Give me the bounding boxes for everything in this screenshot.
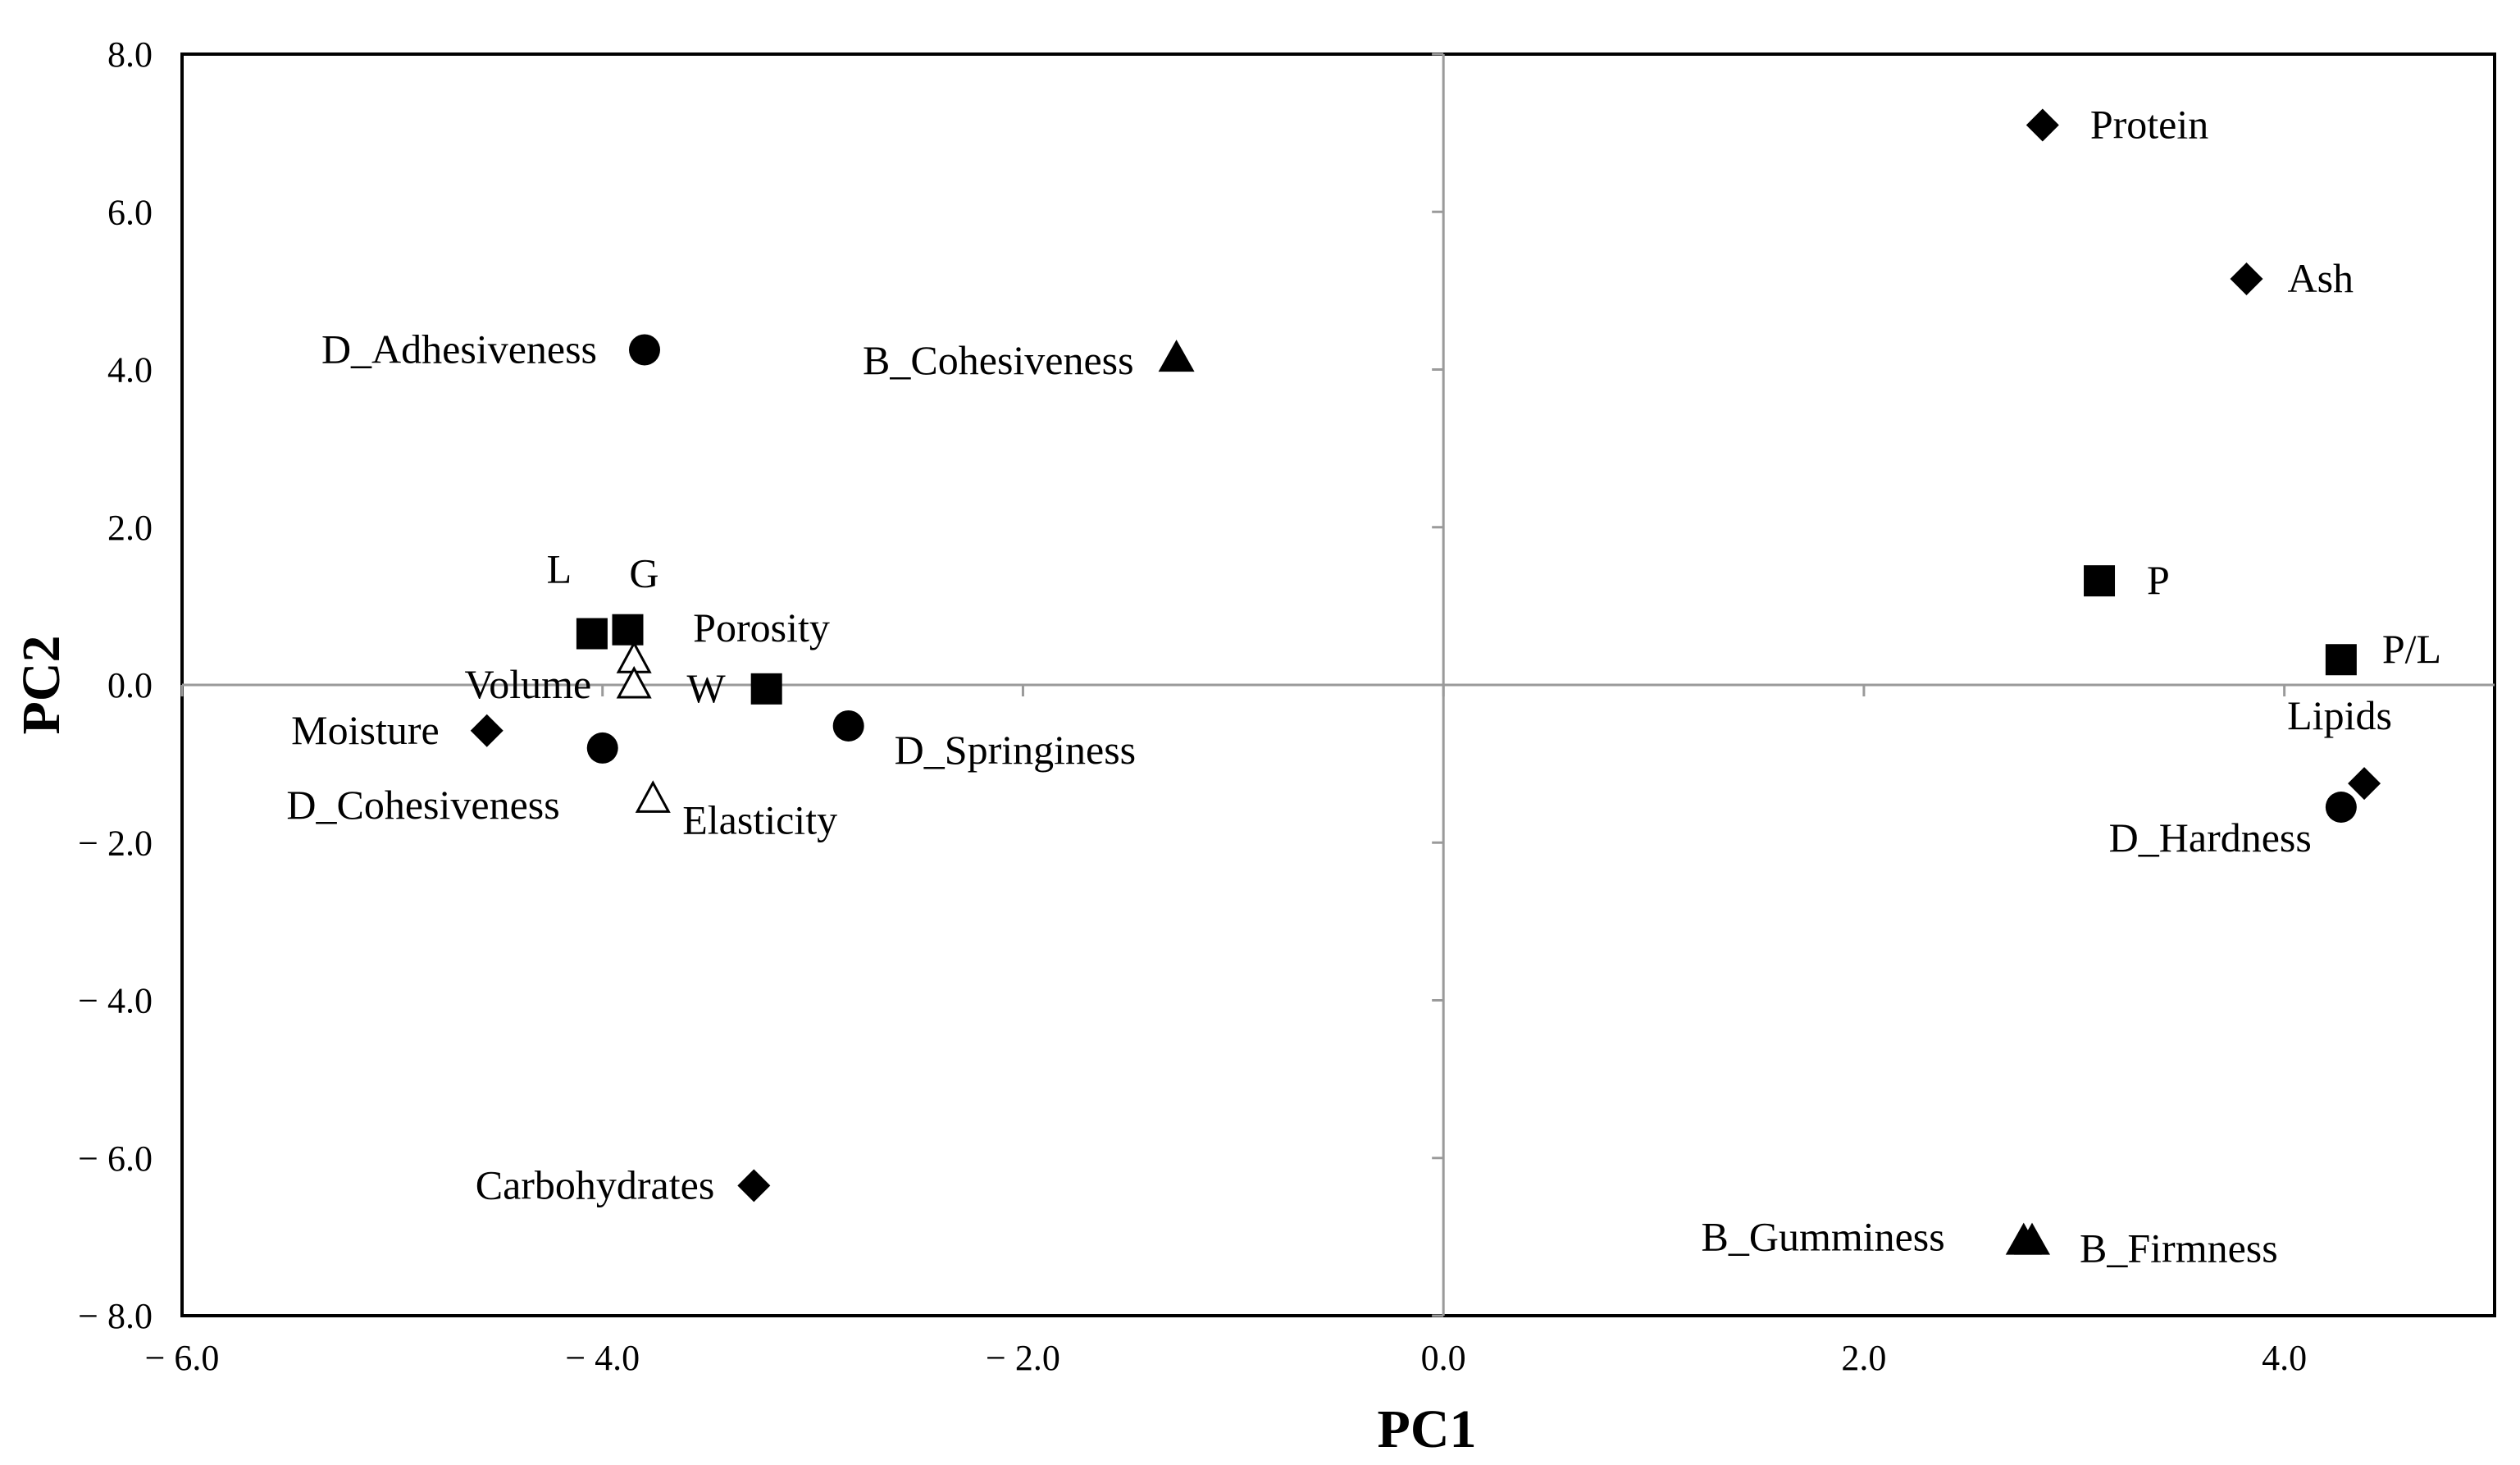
point-carbohydrates (737, 1169, 771, 1203)
point-label-g: G (629, 550, 658, 596)
point-w (750, 673, 782, 705)
point-label-w: W (686, 665, 726, 711)
point-label-elasticity: Elasticity (682, 796, 837, 842)
x-tick-label: − 2.0 (986, 1338, 1060, 1378)
y-tick-label: 6.0 (107, 192, 153, 232)
y-tick-label: − 2.0 (78, 823, 153, 863)
point-label-b-gumminess: B_Gumminess (1701, 1214, 1944, 1260)
point-label-d-springiness: D_Springiness (895, 727, 1136, 773)
point-label-protein: Protein (2090, 102, 2208, 148)
x-tick-label: − 4.0 (565, 1338, 640, 1378)
y-tick-label: 8.0 (107, 34, 153, 75)
x-axis-title: PC1 (1378, 1399, 1477, 1459)
point-l (576, 618, 608, 650)
point-label-l: L (547, 546, 572, 592)
point-lipids (2348, 767, 2381, 801)
point-label-b-firmness: B_Firmness (2080, 1225, 2278, 1271)
point-d-adhesiveness (629, 334, 660, 366)
point-label-carbohydrates: Carbohydrates (476, 1162, 715, 1207)
y-tick-label: 2.0 (107, 508, 153, 548)
y-tick-label: − 4.0 (78, 981, 153, 1021)
y-tick-label: − 6.0 (78, 1139, 153, 1179)
point-label-d-cohesiveness: D_Cohesiveness (286, 782, 559, 828)
point-label-volume: Volume (465, 661, 592, 707)
point-p (2084, 565, 2116, 597)
point-volume (616, 665, 652, 699)
point-d-hardness (2325, 791, 2357, 823)
y-tick-label: 0.0 (107, 665, 153, 705)
point-ash (2230, 262, 2263, 295)
labels-layer: Protein Ash Moisture Carbohydrates Lipids L G W… (286, 102, 2441, 1271)
point-label-d-hardness: D_Hardness (2109, 815, 2312, 860)
ticks-layer: − 8.0− 6.0− 4.0− 2.00.02.04.06.08.0− 6.0… (78, 34, 2307, 1378)
point-b-firmness (2014, 1222, 2050, 1255)
point-label-porosity: Porosity (693, 605, 830, 650)
point-label-b-cohesiveness: B_Cohesiveness (863, 337, 1134, 383)
y-axis-title: PC2 (11, 636, 71, 735)
y-tick-label: − 8.0 (78, 1296, 153, 1336)
x-tick-label: 2.0 (1841, 1338, 1886, 1378)
point-d-springiness (832, 710, 864, 742)
point-moisture (470, 714, 504, 747)
point-label-moisture: Moisture (291, 707, 440, 753)
point-b-cohesiveness (1158, 340, 1195, 372)
point-label-d-adhesiveness: D_Adhesiveness (321, 326, 597, 372)
point-elasticity (635, 780, 671, 813)
y-tick-label: 4.0 (107, 350, 153, 390)
point-label-ash: Ash (2287, 255, 2354, 301)
point-label-lipids: Lipids (2287, 692, 2392, 738)
point-g (612, 614, 644, 646)
x-tick-label: 4.0 (2262, 1338, 2307, 1378)
point-d-cohesiveness (586, 732, 618, 764)
points-layer (470, 108, 2381, 1255)
x-tick-label: 0.0 (1421, 1338, 1466, 1378)
point-protein (2026, 108, 2059, 142)
point-label-p: P (2147, 557, 2170, 603)
point-p-l (2325, 644, 2357, 676)
x-tick-label: − 6.0 (145, 1338, 220, 1378)
point-label-p-l: P/L (2382, 626, 2441, 672)
